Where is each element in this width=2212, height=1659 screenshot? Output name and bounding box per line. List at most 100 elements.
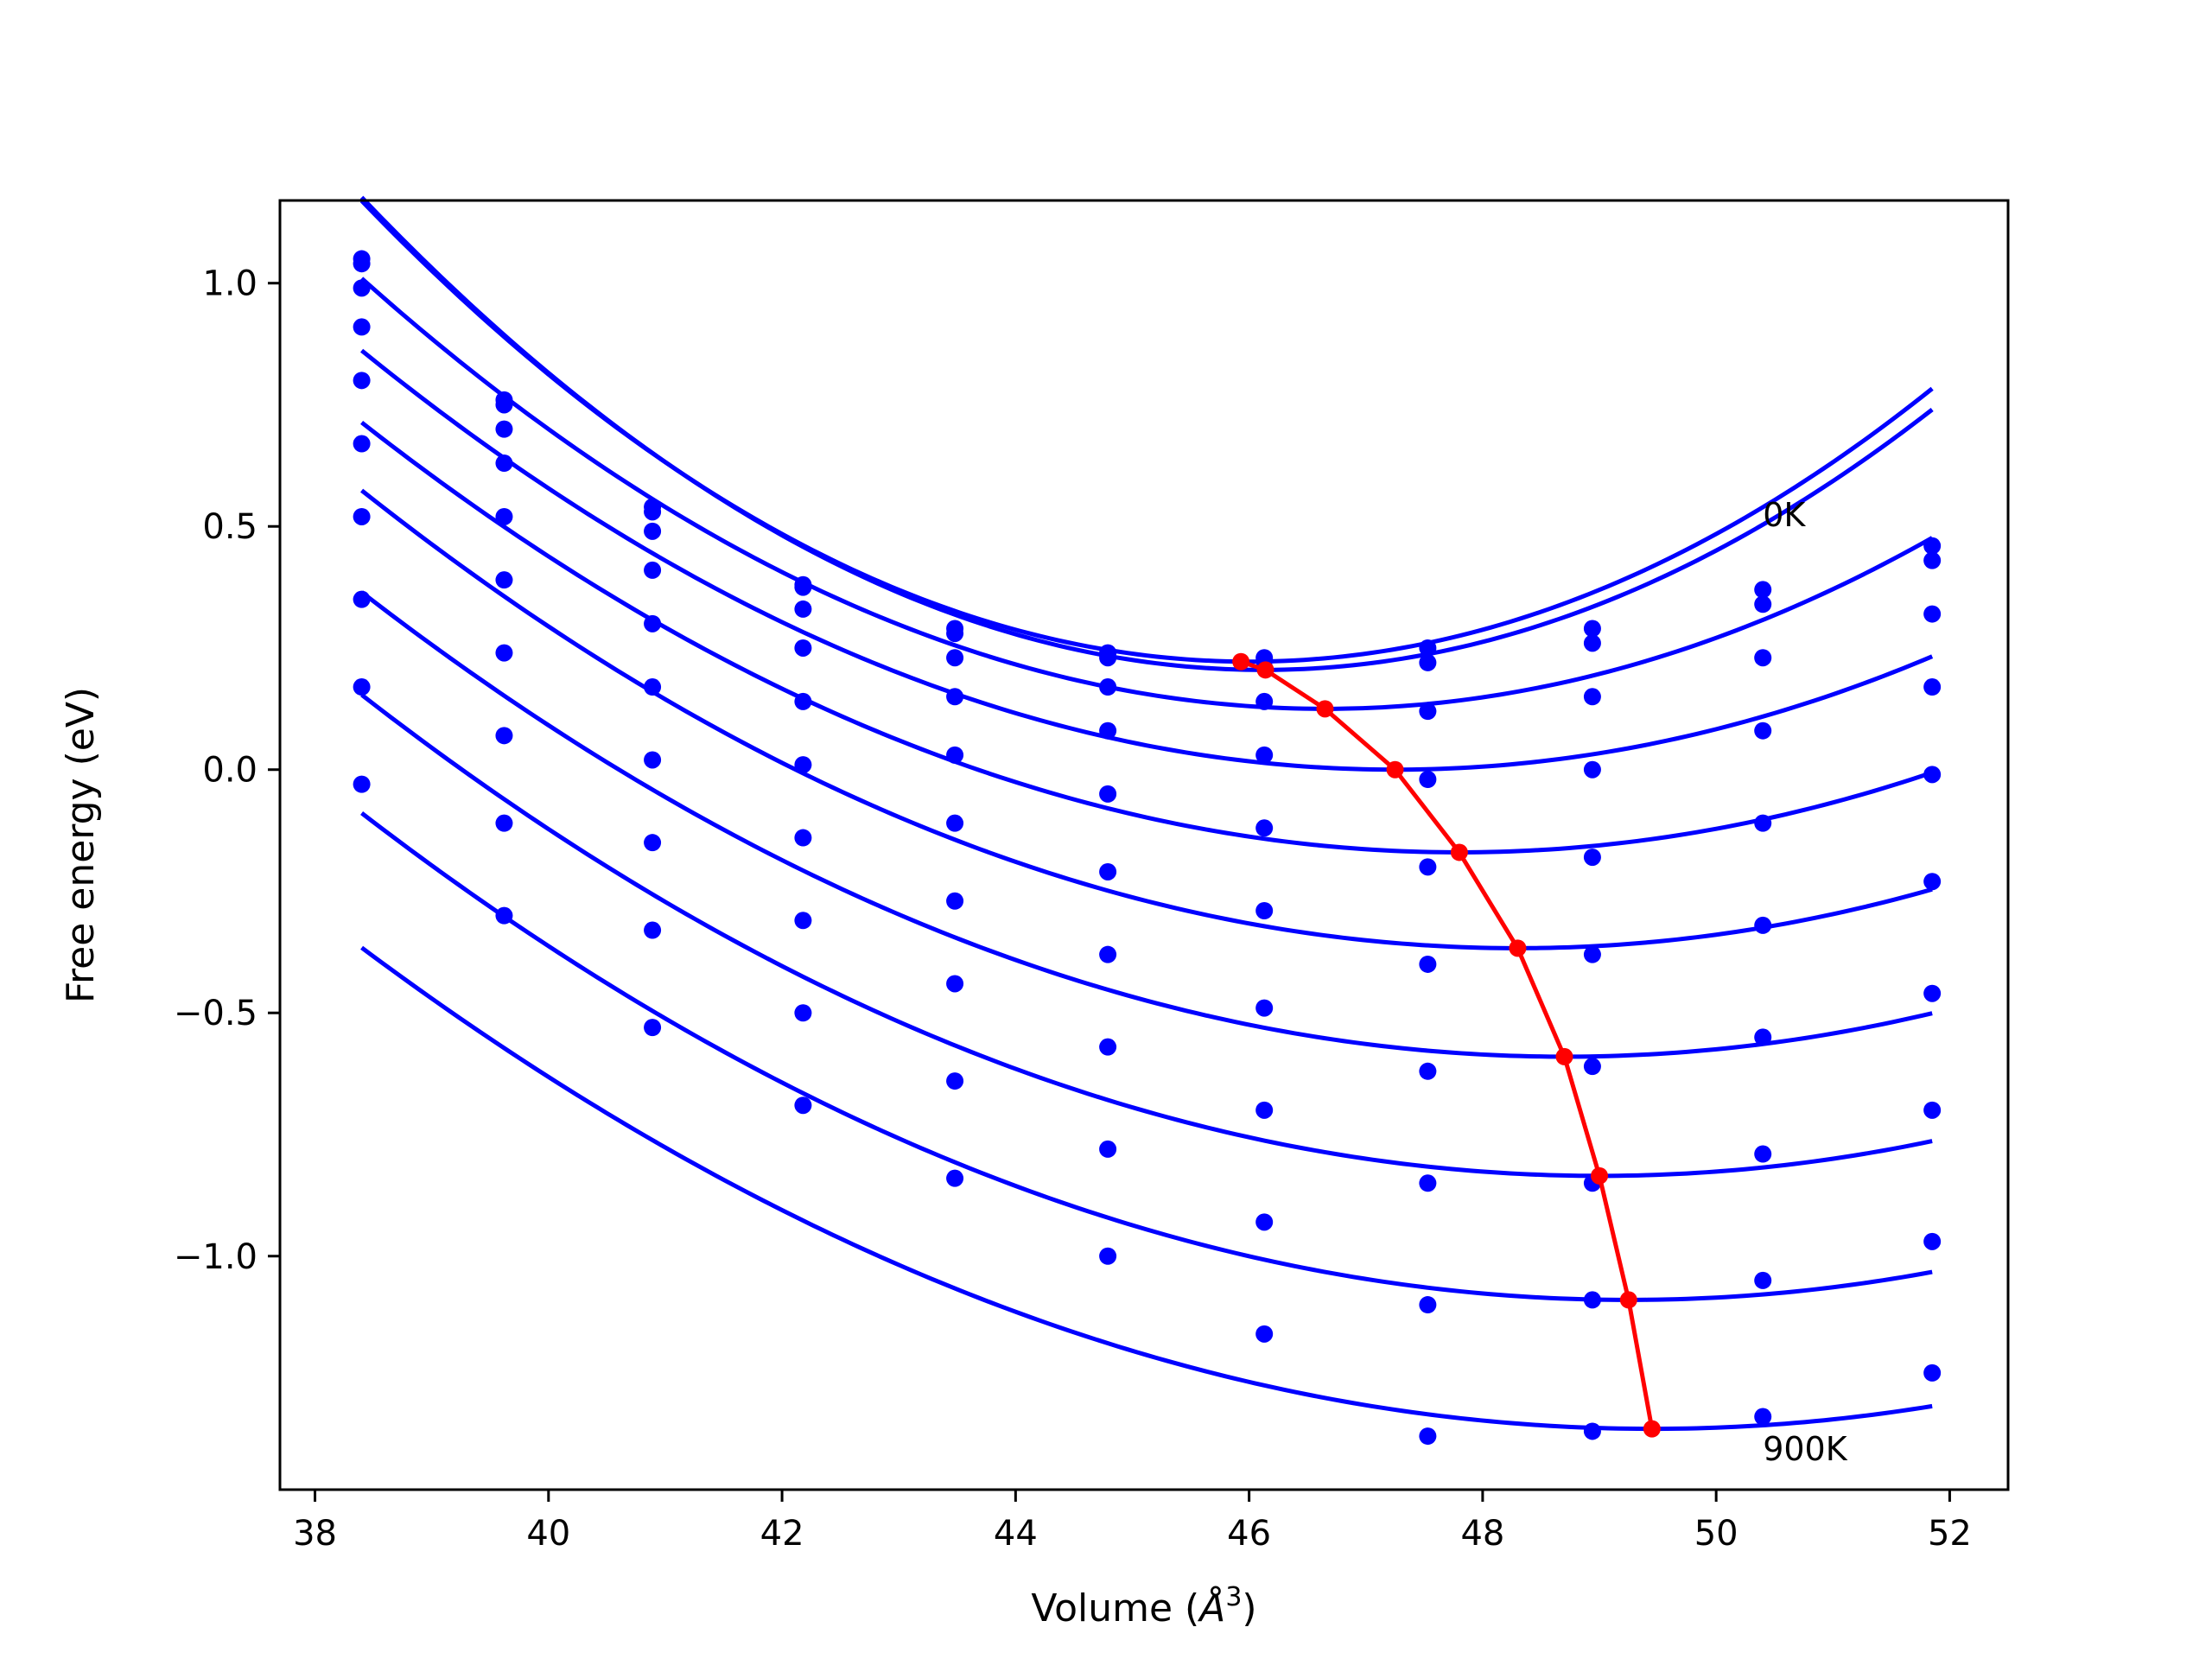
- data-point-600K: [1419, 1062, 1437, 1080]
- fit-curve-0K: [359, 199, 1934, 664]
- data-point-500K: [1583, 945, 1601, 963]
- data-point-900K: [794, 1096, 812, 1115]
- minima-point: [1555, 1047, 1573, 1065]
- data-point-300K: [1419, 770, 1437, 788]
- data-point-300K: [946, 688, 964, 706]
- data-point-300K: [1754, 721, 1772, 740]
- data-point-900K: [353, 775, 371, 793]
- data-point-300K: [1583, 760, 1601, 779]
- data-point-600K: [1754, 1028, 1772, 1046]
- data-point-500K: [1255, 902, 1274, 920]
- data-point-200K: [946, 649, 964, 667]
- data-point-200K: [495, 420, 513, 438]
- data-point-400K: [353, 372, 371, 390]
- data-point-600K: [1255, 999, 1274, 1017]
- y-axis-label: Free energy (eV): [59, 687, 103, 1003]
- data-point-900K: [1583, 1422, 1601, 1440]
- data-point-500K: [1419, 955, 1437, 973]
- minima-point: [1386, 760, 1404, 779]
- x-tick-label: 46: [1227, 1514, 1271, 1554]
- data-point-200K: [353, 279, 371, 297]
- minima-point: [1450, 843, 1468, 861]
- data-point-100K: [1099, 649, 1117, 667]
- data-point-500K: [1099, 862, 1117, 880]
- data-point-100K: [1754, 595, 1772, 613]
- data-point-600K: [495, 644, 513, 662]
- data-point-700K: [644, 834, 662, 852]
- minima-point: [1643, 1420, 1661, 1438]
- data-point-700K: [1923, 1101, 1942, 1119]
- data-point-300K: [495, 454, 513, 473]
- data-point-200K: [794, 600, 812, 618]
- data-point-700K: [794, 912, 812, 930]
- data-point-200K: [1754, 649, 1772, 667]
- data-point-500K: [946, 814, 964, 832]
- data-point-400K: [794, 692, 812, 710]
- data-point-700K: [1419, 1174, 1437, 1192]
- fit-curve-300K: [360, 348, 1934, 772]
- data-point-800K: [946, 1072, 964, 1090]
- data-point-200K: [1923, 605, 1942, 623]
- data-point-300K: [1923, 678, 1942, 696]
- data-point-900K: [1255, 1325, 1274, 1343]
- minima-point: [1256, 661, 1274, 679]
- data-point-800K: [1419, 1296, 1437, 1314]
- y-tick-label: 1.0: [202, 264, 257, 304]
- data-point-300K: [794, 639, 812, 657]
- fit-curve-400K: [360, 420, 1933, 855]
- y-tick-label: −1.0: [174, 1237, 257, 1277]
- data-point-500K: [495, 571, 513, 589]
- y-tick-label: 0.5: [202, 507, 257, 547]
- fit-curve-600K: [360, 590, 1933, 1059]
- data-point-500K: [794, 756, 812, 774]
- data-point-500K: [1923, 873, 1942, 891]
- data-point-300K: [353, 318, 371, 336]
- data-point-800K: [1099, 1140, 1117, 1158]
- minima-point: [1591, 1166, 1609, 1185]
- data-point-600K: [353, 507, 371, 525]
- data-points-layer: [353, 250, 1942, 1446]
- data-point-100K: [644, 503, 662, 521]
- data-point-0K: [1419, 639, 1437, 657]
- data-point-700K: [495, 727, 513, 745]
- data-point-0K: [1754, 581, 1772, 599]
- data-point-400K: [644, 614, 662, 632]
- y-axis-ticks: 1.0 0.5 0.0 −0.5 −1.0: [174, 264, 280, 1277]
- fit-curve-700K: [360, 693, 1933, 1179]
- data-point-100K: [1419, 653, 1437, 671]
- annotation-label: 0K: [1763, 496, 1806, 534]
- minima-layer: [1232, 652, 1661, 1438]
- data-point-400K: [1923, 766, 1942, 784]
- data-point-0K: [1923, 537, 1942, 555]
- x-tick-label: 42: [760, 1514, 804, 1554]
- data-point-100K: [495, 396, 513, 414]
- minima-point: [1619, 1291, 1637, 1309]
- data-point-600K: [794, 829, 812, 847]
- data-point-800K: [794, 1004, 812, 1022]
- annotations-layer: 0K 900K: [1763, 496, 1848, 1468]
- fit-curve-900K: [360, 945, 1933, 1432]
- data-point-400K: [1099, 785, 1117, 803]
- data-point-100K: [353, 255, 371, 273]
- data-point-400K: [1419, 858, 1437, 876]
- fit-curves-layer: [359, 195, 1934, 1432]
- x-tick-label: 40: [526, 1514, 570, 1554]
- data-point-900K: [644, 1019, 662, 1037]
- data-point-400K: [495, 507, 513, 525]
- data-point-900K: [495, 906, 513, 925]
- minima-point: [1232, 652, 1250, 671]
- data-point-200K: [1255, 692, 1274, 710]
- fit-curve-100K: [359, 195, 1934, 672]
- plot-frame: [278, 199, 2010, 1491]
- data-point-600K: [1923, 984, 1942, 1002]
- data-point-100K: [946, 625, 964, 643]
- y-tick-label: −0.5: [174, 994, 257, 1033]
- data-point-200K: [1583, 688, 1601, 706]
- data-point-800K: [353, 678, 371, 696]
- data-point-300K: [1255, 746, 1274, 764]
- data-point-800K: [495, 814, 513, 832]
- x-axis-label: Volume (Å3): [1031, 1582, 1256, 1630]
- y-tick-label: 0.0: [202, 751, 257, 791]
- data-point-400K: [1754, 814, 1772, 832]
- fit-curve-200K: [359, 276, 1934, 711]
